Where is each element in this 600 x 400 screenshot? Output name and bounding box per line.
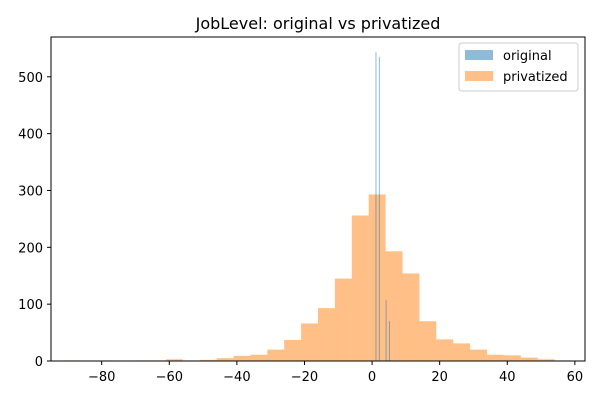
bar-original-4 bbox=[388, 321, 390, 361]
legend-label-original: original bbox=[503, 49, 552, 64]
y-tick-label: 200 bbox=[18, 241, 43, 256]
y-tick-label: 300 bbox=[18, 184, 43, 199]
x-tick-label: −80 bbox=[88, 370, 115, 385]
axes-frame bbox=[50, 36, 586, 362]
bar-privatized-17 bbox=[351, 215, 369, 361]
series-privatized bbox=[64, 194, 572, 361]
bar-privatized-8 bbox=[199, 359, 217, 361]
x-tick-label: 60 bbox=[567, 370, 584, 385]
y-tick-label: 100 bbox=[18, 298, 43, 313]
legend-swatch-original bbox=[465, 50, 493, 60]
bar-privatized-19 bbox=[385, 251, 403, 361]
x-tick-label: 20 bbox=[431, 370, 448, 385]
legend-swatch-privatized bbox=[465, 71, 493, 81]
bar-privatized-6 bbox=[165, 359, 183, 361]
bar-privatized-9 bbox=[216, 358, 234, 361]
bar-original-1 bbox=[378, 56, 380, 361]
x-tick-label: 40 bbox=[499, 370, 516, 385]
bar-original-0 bbox=[375, 52, 377, 361]
chart-title: JobLevel: original vs privatized bbox=[195, 14, 441, 33]
legend: original privatized bbox=[458, 42, 579, 92]
bar-privatized-24 bbox=[470, 349, 487, 361]
bar-privatized-20 bbox=[402, 273, 420, 361]
bar-privatized-21 bbox=[419, 321, 437, 361]
plot-area bbox=[50, 36, 586, 362]
x-tick-label: −20 bbox=[291, 370, 318, 385]
bar-privatized-16 bbox=[334, 278, 352, 361]
y-tick-label: 400 bbox=[18, 128, 43, 143]
bar-privatized-12 bbox=[267, 349, 285, 361]
bar-privatized-11 bbox=[250, 354, 268, 361]
x-tick-label: 0 bbox=[368, 370, 376, 385]
bar-privatized-25 bbox=[486, 354, 504, 361]
bar-privatized-15 bbox=[318, 308, 335, 361]
bar-privatized-22 bbox=[436, 339, 454, 361]
bar-privatized-18 bbox=[368, 194, 386, 361]
x-tick-label: −60 bbox=[156, 370, 183, 385]
bar-privatized-28 bbox=[537, 359, 555, 361]
bar-privatized-26 bbox=[503, 355, 521, 361]
legend-label-privatized: privatized bbox=[503, 70, 568, 85]
y-tick-label: 500 bbox=[18, 71, 43, 86]
y-axis: 0 100 200 300 400 500 bbox=[18, 71, 51, 370]
bar-privatized-10 bbox=[233, 355, 251, 361]
bar-privatized-14 bbox=[301, 323, 318, 361]
bar-original-3 bbox=[385, 300, 387, 361]
y-tick-label: 0 bbox=[35, 355, 43, 370]
x-axis: −80 −60 −40 −20 0 20 40 60 bbox=[88, 361, 583, 385]
x-tick-label: −40 bbox=[223, 370, 250, 385]
bar-privatized-23 bbox=[453, 343, 471, 361]
bar-privatized-13 bbox=[284, 339, 302, 361]
series-original bbox=[375, 52, 390, 361]
bar-privatized-27 bbox=[520, 357, 538, 361]
